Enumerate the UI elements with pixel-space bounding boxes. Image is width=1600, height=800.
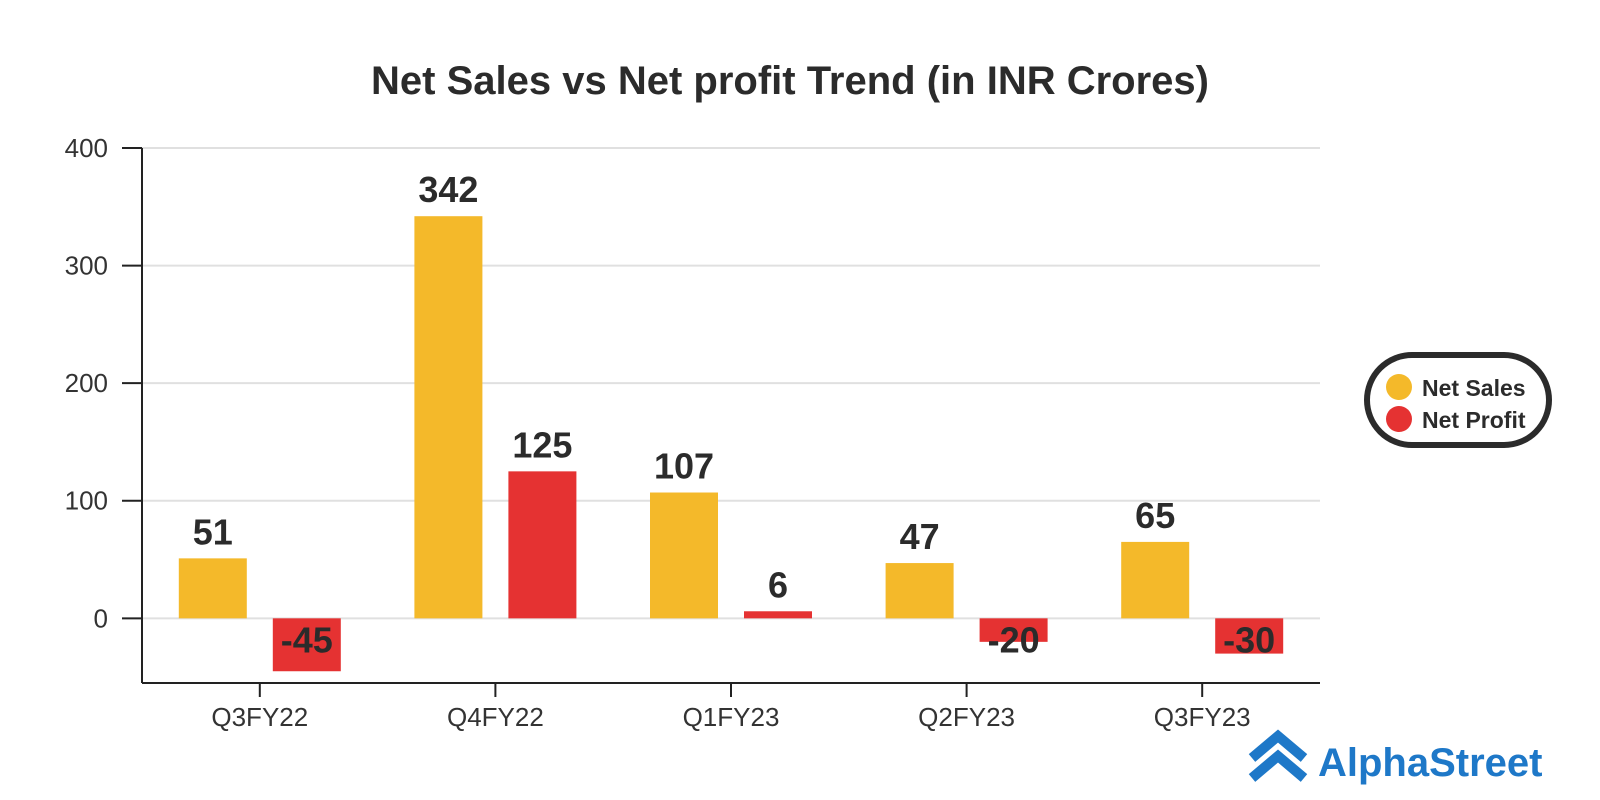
data-label-net-sales: 342 <box>418 169 478 210</box>
legend-net-sales-swatch <box>1386 374 1412 400</box>
y-tick-label: 0 <box>94 603 108 633</box>
x-tick-label: Q3FY22 <box>211 702 308 732</box>
legend-net-profit-swatch <box>1386 406 1412 432</box>
data-labels: 51 -45 342 125 107 6 47 -20 65 -30 <box>193 169 1275 660</box>
bar-net-profit-q3fy23 <box>1215 618 1284 654</box>
y-tick-label: 200 <box>65 368 108 398</box>
data-label-net-sales: 51 <box>193 511 233 552</box>
bar-net-sales-q4fy22 <box>414 216 483 619</box>
x-tick-label: Q1FY23 <box>683 702 780 732</box>
data-label-net-profit: -20 <box>988 619 1040 660</box>
bars <box>178 216 1284 672</box>
brand-name: AlphaStreet <box>1318 741 1543 785</box>
data-label-net-sales: 65 <box>1135 495 1175 536</box>
x-tick-label: Q3FY23 <box>1154 702 1251 732</box>
data-label-net-profit: 125 <box>512 424 572 465</box>
bar-net-profit-q2fy23 <box>979 618 1048 642</box>
x-tick-label: Q2FY23 <box>918 702 1015 732</box>
x-tick-label: Q4FY22 <box>447 702 544 732</box>
bar-net-profit-q1fy23 <box>744 611 812 619</box>
legend: Net Sales Net Profit <box>1364 352 1552 448</box>
data-label-net-profit: -30 <box>1223 619 1275 660</box>
y-tick-label: 100 <box>65 486 108 516</box>
bar-net-profit-q3fy22 <box>272 618 341 672</box>
y-tick-label: 400 <box>65 133 108 163</box>
bar-net-sales-q2fy23 <box>885 563 954 619</box>
alphastreet-logo-icon <box>1248 729 1308 782</box>
legend-frame <box>1364 352 1552 448</box>
bar-net-sales-q1fy23 <box>650 492 718 619</box>
y-tick-label: 300 <box>65 251 108 281</box>
legend-net-sales-label: Net Sales <box>1422 375 1526 401</box>
data-label-net-sales: 47 <box>900 516 940 557</box>
data-label-net-profit: -45 <box>281 619 333 660</box>
legend-net-profit-label: Net Profit <box>1422 407 1526 433</box>
brand-logo: AlphaStreet <box>1248 729 1543 785</box>
bar-net-profit-q4fy22 <box>508 471 577 619</box>
data-label-net-sales: 107 <box>654 446 714 487</box>
chart-title: Net Sales vs Net profit Trend (in INR Cr… <box>371 59 1209 103</box>
bar-net-sales-q3fy23 <box>1121 541 1190 619</box>
bar-net-sales-q3fy22 <box>178 558 247 619</box>
data-label-net-profit: 6 <box>768 564 788 605</box>
axes: 400 300 200 100 0 Q3FY22 Q4FY22 Q1FY23 Q2FY23 Q3F… <box>65 133 1320 732</box>
